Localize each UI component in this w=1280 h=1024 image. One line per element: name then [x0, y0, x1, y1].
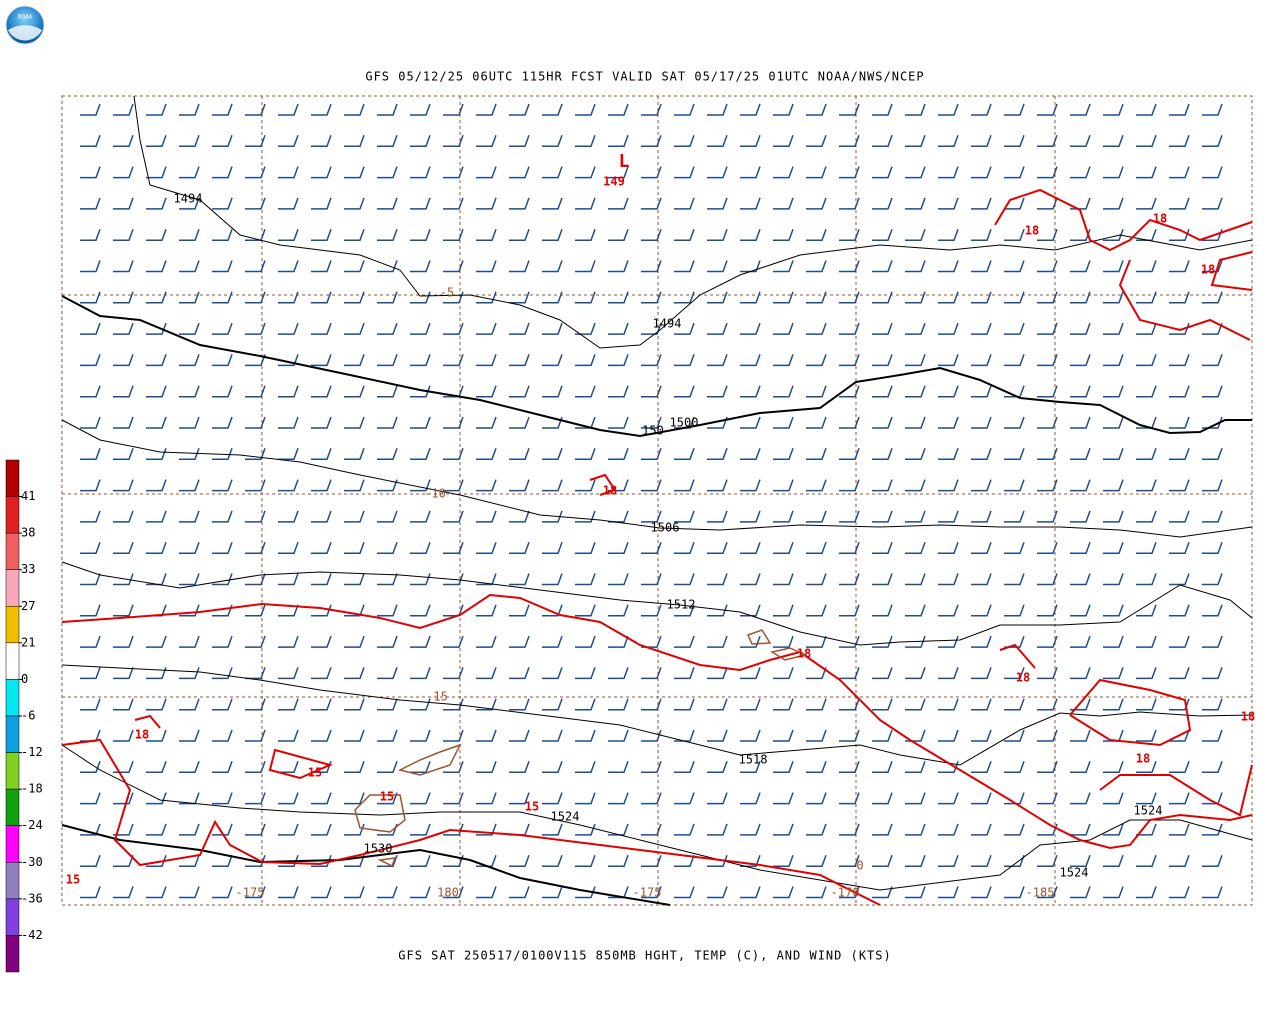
color-bar-segment [5, 459, 20, 497]
color-bar-label: 0 [21, 672, 28, 686]
temperature-label: 18 [603, 484, 617, 498]
color-bar-label: -30 [21, 855, 43, 869]
height-label: 1530 [364, 842, 393, 856]
contour-bold [61, 824, 671, 906]
coastline [377, 629, 808, 868]
temperature-label: 18 [1025, 224, 1039, 238]
color-bar-label: -12 [21, 745, 43, 759]
low-value: 149 [603, 175, 625, 189]
color-bar-label: 21 [21, 635, 35, 649]
grid-label: -10 [424, 487, 446, 501]
coastlines [354, 629, 808, 868]
color-bar-segment [5, 642, 20, 680]
color-bar-segment [5, 788, 20, 826]
color-bar-label: -36 [21, 891, 43, 905]
grid-label: -175 [236, 886, 265, 900]
grid-label: -175 [633, 886, 662, 900]
color-bar-label: 38 [21, 526, 35, 540]
coastline [354, 794, 406, 833]
contour [133, 95, 1253, 349]
grid-label: 0 [856, 859, 863, 873]
contour [61, 561, 1253, 646]
color-bar-label: 41 [21, 489, 35, 503]
logo-text: NOAA [18, 14, 33, 21]
color-bar-segment [5, 679, 20, 717]
isotherm [61, 738, 881, 906]
temperature-label: 18 [1153, 212, 1167, 226]
grid-label: 180 [437, 886, 459, 900]
grid-label: -170 [831, 886, 860, 900]
isotherm [1118, 251, 1253, 341]
map-caption: GFS SAT 250517/0100V115 850MB HGHT, TEMP… [398, 949, 891, 963]
temperature-label: 18 [1016, 671, 1030, 685]
color-bar-segment [5, 898, 20, 936]
color-bar-segment [5, 715, 20, 753]
color-bar-segment [5, 825, 20, 863]
temperature-label: 18 [1136, 752, 1150, 766]
color-bar-label: 27 [21, 599, 35, 613]
height-label: 1524 [1134, 804, 1163, 818]
height-label: 1524 [551, 810, 580, 824]
color-bar-segment [5, 532, 20, 570]
barb-field [80, 103, 1223, 899]
color-bar-segment [5, 935, 20, 973]
height-label: 150 [642, 424, 664, 438]
temperature-label: 18 [797, 647, 811, 661]
grid-label: -15 [426, 690, 448, 704]
contour [61, 419, 1253, 538]
height-label: 1518 [739, 753, 768, 767]
temperature-label: 15 [308, 766, 322, 780]
isotherm [994, 188, 1253, 252]
color-bar-label: -6 [21, 709, 35, 723]
map-frame [61, 95, 1253, 906]
isotherm [61, 593, 1253, 850]
temperature-label: 18 [135, 728, 149, 742]
color-bar-segment [5, 606, 20, 644]
temperature-label: 18 [1201, 263, 1215, 277]
color-bar-segment [5, 862, 20, 900]
noaa-logo: NOAA [5, 5, 45, 45]
grid-label: -185 [1026, 886, 1055, 900]
logo-wave [8, 25, 42, 41]
isotherm [1069, 678, 1253, 817]
contour [61, 664, 1253, 766]
temperature-label: 18 [1241, 710, 1255, 724]
low-symbol: L [619, 151, 630, 172]
color-bar: 41 38 33 27 21 0 -6 -12 -18 -24 -30 -36 -42 [5, 459, 43, 973]
lat-lon-grid [61, 95, 1253, 906]
height-label: 1524 [1060, 866, 1089, 880]
height-label: 1500 [670, 416, 699, 430]
color-bar-label: -18 [21, 782, 43, 796]
temperature-label: 15 [66, 873, 80, 887]
coastline [397, 743, 462, 776]
grid-label: -5 [440, 286, 454, 300]
height-label: 1506 [651, 521, 680, 535]
color-bar-segment [5, 496, 20, 534]
contour [61, 744, 1253, 891]
height-label: 1494 [653, 317, 682, 331]
height-label: 1494 [174, 192, 203, 206]
color-bar-segment [5, 752, 20, 790]
isotherm [134, 473, 1036, 780]
wind-barbs [80, 103, 1223, 899]
grid-lines [62, 96, 1252, 905]
temperature-contours [61, 188, 1253, 906]
height-label: 1512 [667, 598, 696, 612]
contour-bold [61, 295, 1252, 438]
color-bar-label: 33 [21, 562, 35, 576]
temperature-label: 15 [525, 800, 539, 814]
color-bar-label: -24 [21, 818, 43, 832]
temperature-label: 15 [380, 790, 394, 804]
height-contours [61, 95, 1253, 906]
color-bar-segment [5, 569, 20, 607]
color-bar-label: -42 [21, 928, 43, 942]
map-title: GFS 05/12/25 06UTC 115HR FCST VALID SAT … [365, 70, 924, 84]
